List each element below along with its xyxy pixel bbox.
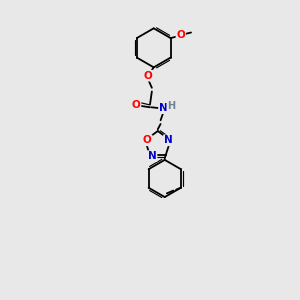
Text: N: N	[148, 151, 157, 161]
Text: O: O	[132, 100, 140, 110]
Text: O: O	[176, 30, 185, 40]
Text: N: N	[164, 135, 173, 145]
Text: O: O	[144, 71, 152, 81]
Text: H: H	[167, 101, 175, 111]
Text: O: O	[143, 135, 152, 145]
Text: N: N	[159, 103, 168, 113]
